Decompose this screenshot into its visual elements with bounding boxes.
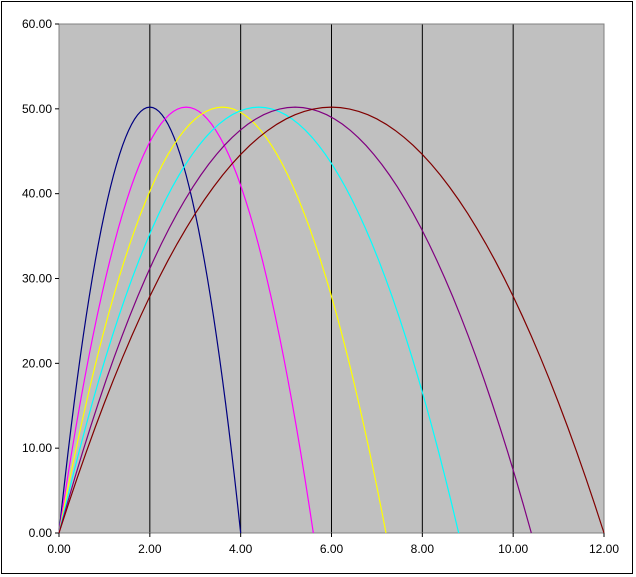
- trajectory-series-5: [58, 106, 532, 534]
- trajectory-series-6: [58, 106, 605, 534]
- y-tick-label: 60.00: [22, 17, 52, 31]
- x-tick-label: 10.00: [498, 542, 528, 556]
- y-tick-label: 20.00: [22, 356, 52, 370]
- x-tick-label: 2.00: [138, 542, 162, 556]
- x-tick-label: 6.00: [320, 542, 344, 556]
- y-tick-label: 40.00: [22, 187, 52, 201]
- x-tick-label: 12.00: [589, 542, 619, 556]
- y-tick-label: 10.00: [22, 441, 52, 455]
- trajectory-series-1: [58, 106, 242, 534]
- x-tick-label: 0.00: [47, 542, 71, 556]
- y-tick-label: 30.00: [22, 272, 52, 286]
- x-tick-label: 8.00: [411, 542, 435, 556]
- trajectory-series-4: [58, 106, 460, 534]
- x-tick-label: 4.00: [229, 542, 253, 556]
- y-tick-label: 50.00: [22, 102, 52, 116]
- y-tick-label: 0.00: [29, 526, 53, 540]
- trajectory-series-3: [58, 106, 387, 534]
- trajectory-series-2: [58, 106, 314, 534]
